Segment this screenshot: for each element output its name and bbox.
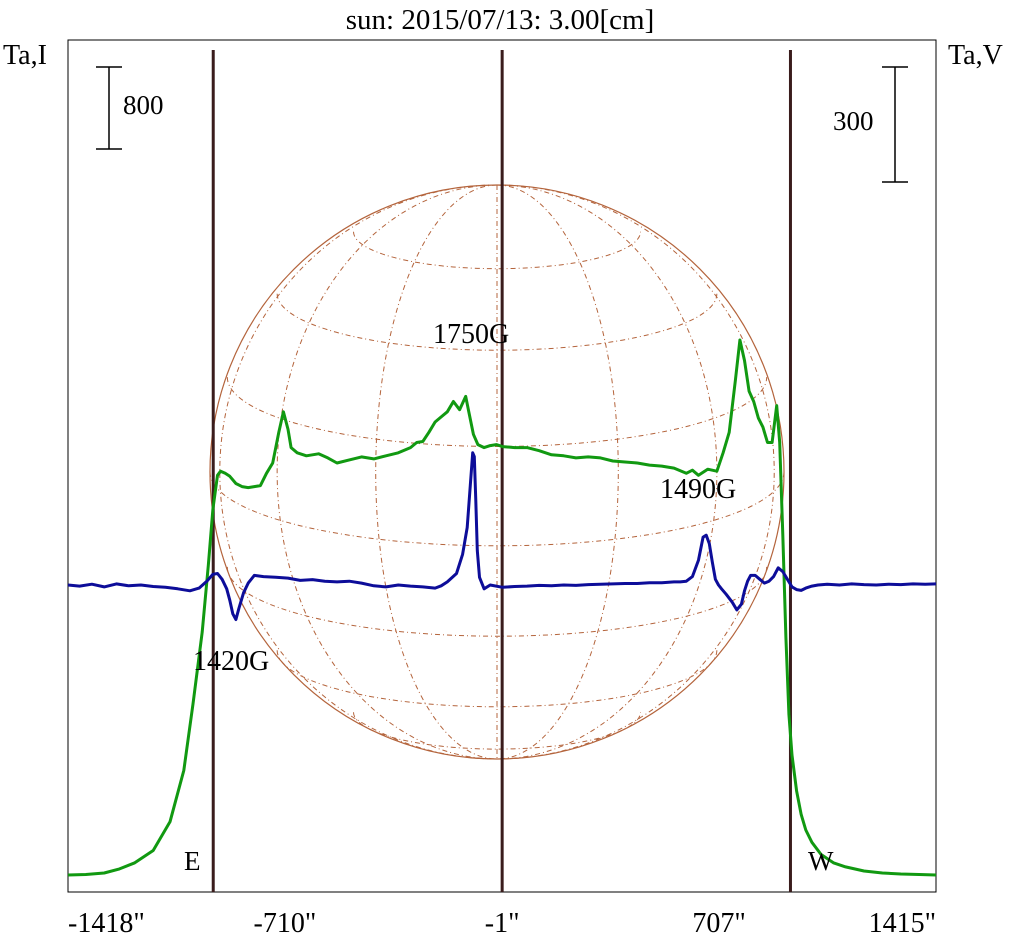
- annotation-1750g: 1750G: [433, 319, 509, 350]
- intensity-curve: [67, 338, 937, 877]
- x-axis-ticks: -1418" -710" -1" 707" 1415": [68, 908, 936, 939]
- scale-bar-polarization-label: 300: [833, 106, 874, 136]
- solar-disk: [209, 184, 785, 760]
- latitude-line: [276, 650, 718, 708]
- latitude-line: [353, 231, 641, 270]
- x-tick-label: -1418": [68, 908, 145, 939]
- left-axis-label: Ta,I: [3, 40, 47, 71]
- x-tick-label: -1": [485, 908, 520, 939]
- x-tick-label: 707": [692, 908, 745, 939]
- polarization-curve: [67, 451, 937, 621]
- east-limb-label: E: [184, 846, 201, 876]
- scale-bar-polarization: 300: [833, 66, 908, 183]
- longitude-line: [276, 184, 498, 760]
- chart-title: sun: 2015/07/13: 3.00[cm]: [346, 4, 655, 36]
- latitude-line: [353, 712, 641, 750]
- latitude-line: [226, 377, 768, 447]
- latitude-line: [226, 566, 768, 637]
- west-limb-label: W: [808, 846, 834, 876]
- annotation-1490g: 1490G: [660, 474, 736, 505]
- annotation-1420g: 1420G: [193, 646, 269, 677]
- longitude-line: [375, 184, 498, 760]
- latitude-line: [276, 293, 718, 351]
- x-tick-label: -710": [254, 908, 317, 939]
- longitude-line: [219, 184, 498, 760]
- scale-bar-intensity: 800: [96, 66, 164, 150]
- scale-bar-intensity-label: 800: [123, 90, 164, 120]
- longitude-line: [496, 184, 619, 760]
- longitude-line: [496, 184, 775, 760]
- right-axis-label: Ta,V: [948, 40, 1003, 71]
- x-tick-label: 1415": [869, 908, 936, 939]
